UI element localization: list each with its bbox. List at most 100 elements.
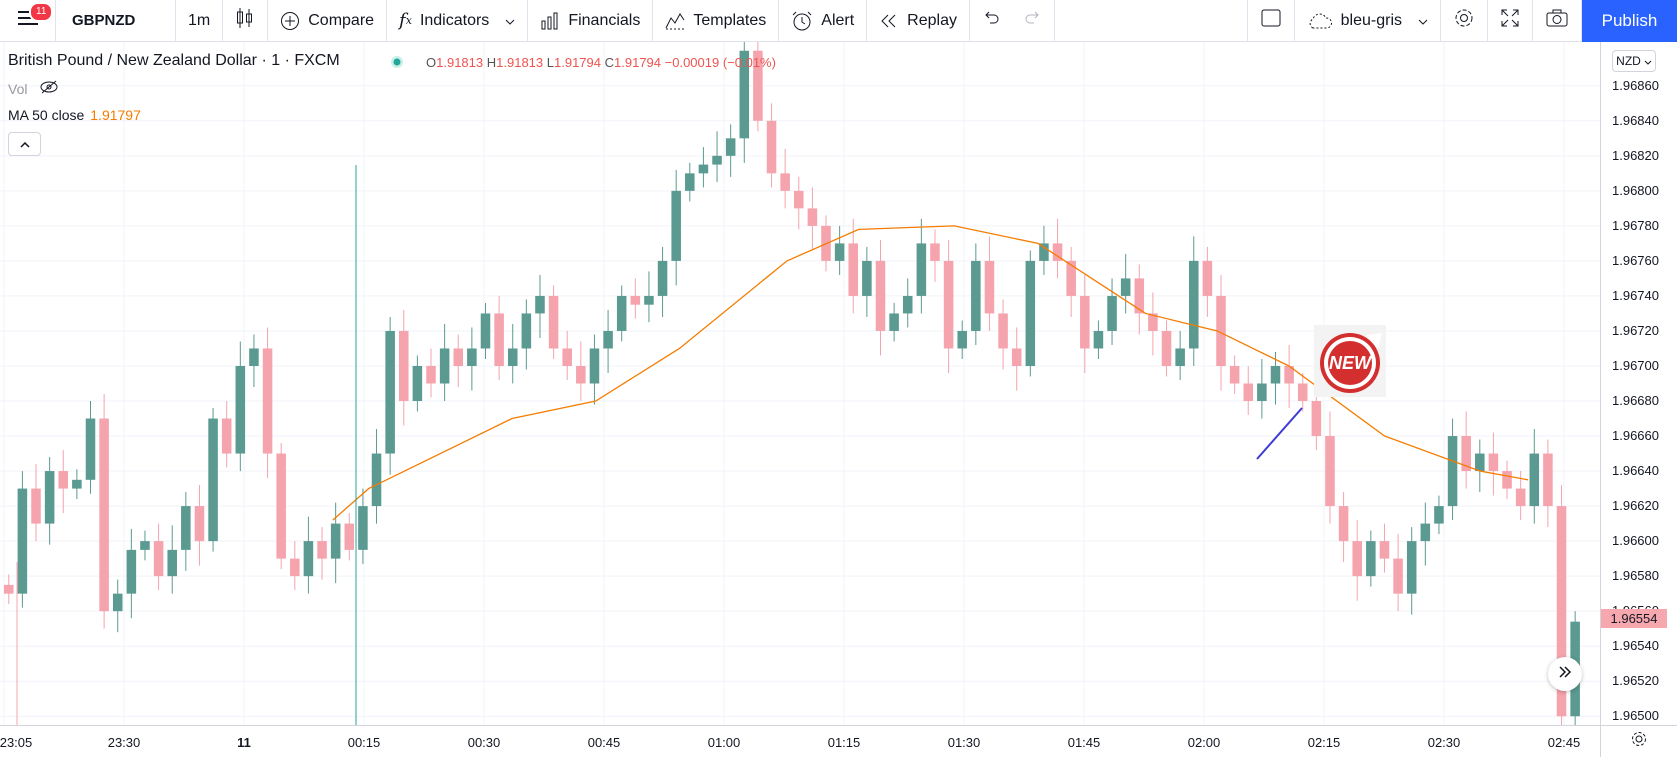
candle-up	[1189, 260, 1199, 349]
compare-button[interactable]: Compare	[268, 0, 388, 42]
chart-pane[interactable]	[0, 29, 1600, 741]
candle-up	[507, 348, 518, 366]
candle-up	[1447, 436, 1458, 507]
candle-down	[1216, 295, 1226, 366]
rewind-icon	[879, 13, 899, 29]
candle-up	[412, 365, 423, 402]
candle-down	[1543, 453, 1553, 507]
candle-down	[1352, 541, 1362, 577]
time-tick-label: 00:30	[467, 735, 501, 750]
candle-up	[698, 164, 709, 174]
eye-off-icon[interactable]	[39, 80, 59, 97]
symbol-title[interactable]: British Pound / New Zealand Dollar · 1 ·…	[8, 52, 340, 69]
candle-down	[562, 348, 572, 366]
candle-down	[426, 365, 436, 384]
candle-up	[644, 295, 654, 305]
price-tick-label: 1.96860	[1612, 78, 1659, 93]
candle-down	[1134, 278, 1145, 314]
time-tick-label: 11	[237, 735, 251, 750]
fullscreen-layout-button[interactable]	[1248, 0, 1295, 42]
publish-button[interactable]: Publish	[1582, 0, 1677, 42]
candle-up	[303, 541, 314, 577]
price-chart[interactable]	[0, 29, 1600, 741]
interval-button[interactable]: 1m	[176, 0, 224, 42]
time-tick-label: 02:30	[1427, 735, 1461, 750]
plus-circle-icon	[280, 11, 300, 31]
price-tick-label: 1.96700	[1612, 358, 1659, 373]
alert-label: Alert	[821, 11, 855, 29]
candle-down	[317, 541, 327, 559]
toolbar-spacer	[1055, 0, 1248, 42]
notification-badge: 11	[29, 1, 54, 22]
scroll-to-realtime-button[interactable]	[1548, 657, 1582, 691]
double-chevron-right-icon	[1558, 665, 1572, 683]
collapse-legend-button[interactable]	[8, 132, 41, 156]
financials-button[interactable]: Financials	[528, 0, 654, 42]
indicators-label: Indicators	[419, 11, 490, 29]
candle-up	[330, 523, 341, 559]
symbol-search-button[interactable]: GBPNZD	[56, 0, 176, 42]
currency-dropdown[interactable]: NZD	[1612, 50, 1656, 72]
time-tick-label: 23:30	[107, 735, 141, 750]
candle-up	[358, 506, 368, 550]
candle-up	[971, 260, 981, 331]
candle-up	[589, 348, 600, 384]
templates-button[interactable]: Templates	[653, 0, 780, 42]
price-tick-label: 1.96780	[1612, 218, 1659, 233]
chart-type-button[interactable]	[223, 0, 269, 42]
candle-up	[1270, 365, 1281, 384]
candle-down	[766, 120, 777, 174]
candles-icon	[235, 7, 255, 34]
open-key: O	[426, 55, 437, 70]
fullscreen-button[interactable]	[1488, 0, 1533, 42]
candle-up	[834, 243, 845, 261]
price-tick-label: 1.96800	[1612, 183, 1659, 198]
low-key: L	[546, 55, 554, 70]
candle-up	[439, 348, 450, 384]
ohlc-values: O1.91813 H1.91813 L1.91794 C1.91794 −0.0…	[426, 55, 776, 70]
low-value: 1.91794	[554, 55, 601, 70]
candle-up	[603, 330, 613, 349]
candle-down	[1502, 471, 1512, 489]
undo-button[interactable]	[970, 0, 1012, 42]
price-tick-label: 1.96520	[1612, 673, 1659, 688]
replay-label: Replay	[907, 11, 957, 29]
candle-down	[31, 488, 41, 524]
ma-legend[interactable]: MA 50 close 1.91797	[8, 107, 141, 123]
hamburger-menu-icon	[17, 9, 39, 32]
main-menu-button[interactable]: 11	[0, 0, 56, 42]
candle-up	[44, 471, 55, 524]
candle-down	[1066, 260, 1076, 296]
price-tick-label: 1.96500	[1612, 708, 1659, 723]
time-tick-label: 01:15	[827, 735, 861, 750]
candle-down	[344, 523, 355, 550]
settings-button[interactable]	[1441, 0, 1488, 42]
candle-up	[521, 313, 532, 349]
candle-up	[916, 243, 927, 296]
candle-down	[1011, 348, 1022, 366]
layout-menu-button[interactable]: bleu-gris	[1295, 0, 1441, 42]
volume-legend[interactable]: Vol	[8, 80, 59, 97]
redo-icon	[1024, 11, 1042, 30]
candle-up	[1039, 243, 1049, 261]
candle-down	[1556, 506, 1567, 717]
time-tick-label: 00:15	[347, 735, 381, 750]
candle-down	[1488, 453, 1499, 472]
candle-down	[548, 295, 559, 349]
candle-down	[943, 260, 954, 349]
ma-line	[332, 225, 1529, 521]
time-tick-label: 02:45	[1547, 735, 1581, 750]
time-axis[interactable]: 23:05 23:30 11 00:15 00:30 00:45 01:00 01:15 01:…	[0, 725, 1600, 757]
replay-button[interactable]: Replay	[867, 0, 970, 42]
new-sticker-drawing[interactable]: NEW	[1314, 325, 1386, 397]
snapshot-button[interactable]	[1533, 0, 1582, 42]
axis-settings-button[interactable]	[1600, 725, 1677, 757]
redo-button[interactable]	[1012, 0, 1055, 42]
alert-button[interactable]: Alert	[779, 0, 868, 42]
price-tick-label: 1.96620	[1612, 498, 1659, 513]
candle-up	[889, 313, 899, 331]
price-tick-label: 1.96580	[1612, 568, 1659, 583]
gear-icon	[1453, 7, 1475, 34]
candle-down	[1393, 558, 1403, 594]
